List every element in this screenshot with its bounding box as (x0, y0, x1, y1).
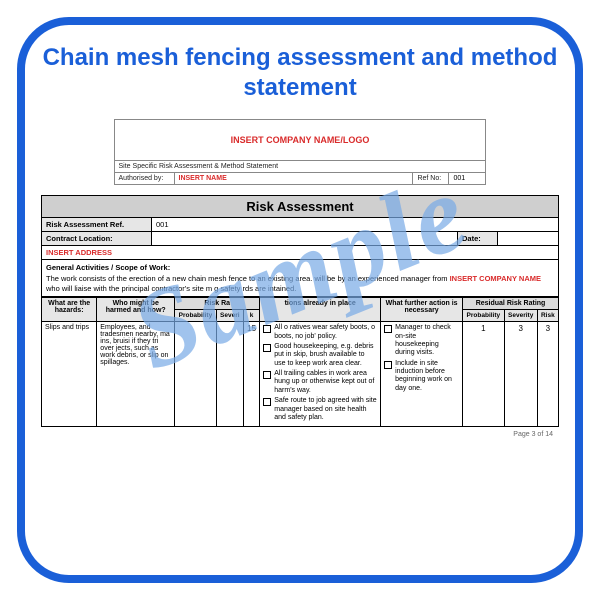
list-item: Safe route to job agreed with site manag… (263, 397, 377, 422)
ra-ref-label: Risk Assessment Ref. (42, 218, 152, 231)
document-header: INSERT COMPANY NAME/LOGO Site Specific R… (114, 119, 487, 185)
risk-table: What are the hazards: Who might be harme… (41, 297, 559, 427)
col-precautions: tions already in place (260, 298, 381, 322)
list-item: All o ratives wear safety boots, o boots… (263, 324, 377, 341)
rrisk-cell: 3 (537, 322, 558, 427)
actions-cell: Manager to check on-site housekeeping du… (381, 322, 463, 427)
company-placeholder: INSERT COMPANY NAME (450, 274, 541, 283)
page-title: Chain mesh fencing assessment and method… (41, 43, 559, 103)
contract-location-label: Contract Location: (42, 232, 152, 245)
list-item: Include in site induction before beginni… (384, 360, 459, 394)
scope-frag-7: rds are (243, 284, 268, 293)
col-further: What further action is necessary (381, 298, 463, 322)
col-residual: Residual Risk Rating (463, 298, 559, 310)
precautions-cell: All o ratives wear safety boots, o boots… (260, 322, 381, 427)
scope-frag-6: g safety (214, 284, 242, 293)
col-riskrating: Risk Ra (175, 298, 260, 310)
risk-cell: 15 (243, 322, 259, 427)
rprob-cell: 1 (463, 322, 505, 427)
doc-subtitle: Site Specific Risk Assessment & Method S… (115, 161, 486, 172)
risk-assessment-heading: Risk Assessment (41, 195, 559, 218)
card-frame: Chain mesh fencing assessment and method… (17, 17, 583, 583)
authorised-value: INSERT NAME (175, 173, 414, 184)
ra-ref-value: 001 (152, 218, 558, 231)
col-hazards: What are the hazards: (42, 298, 97, 322)
col-sev: Severi (216, 310, 243, 322)
col-harmed: Who might be harmed and how? (97, 298, 175, 322)
list-item: Manager to check on-site housekeeping du… (384, 324, 459, 358)
date-value (498, 232, 558, 245)
sev-cell (216, 322, 243, 427)
scope-frag-1: The work consists of the erection of a n… (46, 274, 295, 283)
date-label: Date: (458, 232, 498, 245)
scope-frag-2: area. (295, 274, 314, 283)
col-rrisk: Risk (537, 310, 558, 322)
company-logo-placeholder: INSERT COMPANY NAME/LOGO (114, 119, 487, 161)
list-item: All trailing cables in work area hung up… (263, 370, 377, 395)
col-rsev: Severity (504, 310, 537, 322)
scope-frag-8: intained. (268, 284, 296, 293)
col-rprob: Probability (463, 310, 505, 322)
table-row: Slips and trips Employees, and tradesmen… (42, 322, 559, 427)
col-prob: Probability (175, 310, 217, 322)
scope-frag-5: who will liaise with the principal contr… (46, 284, 212, 293)
address-placeholder: INSERT ADDRESS (42, 246, 558, 259)
scope-frag-4: by an experienced manager from (337, 274, 449, 283)
scope-label: General Activities / Scope of Work: (46, 262, 554, 273)
contract-location-value (152, 232, 458, 245)
prob-cell (175, 322, 217, 427)
col-risk: k (243, 310, 259, 322)
rsev-cell: 3 (504, 322, 537, 427)
authorised-label: Authorised by: (115, 173, 175, 184)
document-preview: Sample INSERT COMPANY NAME/LOGO Site Spe… (41, 119, 559, 438)
page-footer: Page 3 of 14 (41, 431, 559, 438)
scope-frag-3: will be (315, 274, 338, 283)
list-item: Good housekeeping, e.g. debris put in sk… (263, 343, 377, 368)
ref-label: Ref No: (413, 173, 449, 184)
ref-value: 001 (449, 173, 485, 184)
scope-text: The work consists of the erection of a n… (46, 273, 554, 294)
harmed-cell: Employees, and tradesmen nearby, ma ins,… (97, 322, 175, 427)
hazard-cell: Slips and trips (42, 322, 97, 427)
scope-block: General Activities / Scope of Work: The … (42, 260, 558, 296)
